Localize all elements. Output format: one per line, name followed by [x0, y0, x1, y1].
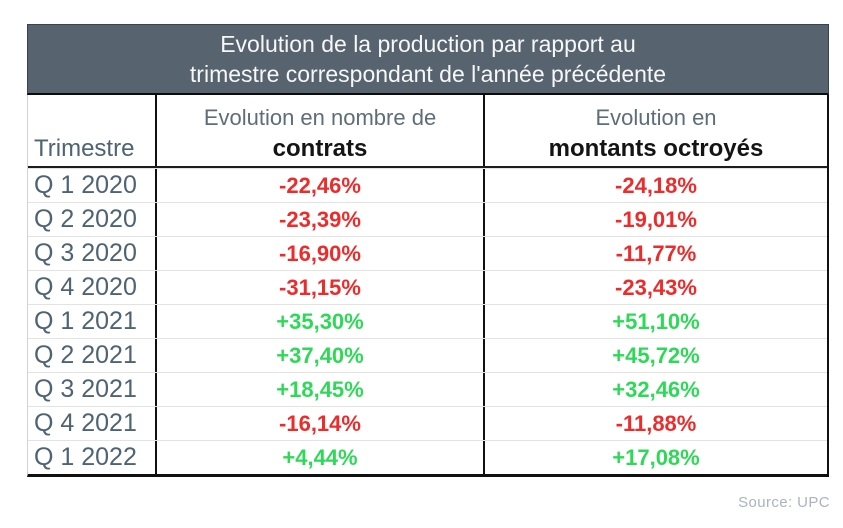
amounts-value: -11,88% — [483, 407, 827, 440]
contracts-value: +4,44% — [155, 441, 483, 474]
table-title-banner: Evolution de la production par rapport a… — [27, 24, 829, 95]
column-header-contracts: Evolution en nombre de contrats — [155, 95, 483, 166]
amounts-value: -19,01% — [483, 203, 827, 236]
column-header-contracts-line1: Evolution en nombre de — [203, 105, 437, 130]
quarter-label: Q 1 2021 — [34, 307, 137, 335]
contracts-value: +37,40% — [155, 339, 483, 372]
quarter-label: Q 4 2020 — [34, 273, 137, 301]
quarter-label: Q 1 2022 — [34, 443, 137, 471]
quarter-label: Q 2 2021 — [34, 341, 137, 369]
source-attribution: Source: UPC — [738, 494, 830, 511]
contracts-value: -22,46% — [155, 169, 483, 202]
table-row: Q 1 2020 -22,46% -24,18% — [28, 168, 827, 202]
column-header-amounts-line1: Evolution en — [595, 105, 717, 130]
quarter-label: Q 1 2020 — [34, 171, 137, 199]
quarter-label: Q 3 2020 — [34, 239, 137, 267]
amounts-value: +45,72% — [483, 339, 827, 372]
contracts-value: -31,15% — [155, 271, 483, 304]
table-title-line2: trimestre correspondant de l'année précé… — [189, 61, 667, 87]
column-header-row: Trimestre Evolution en nombre de contrat… — [28, 95, 827, 168]
table-row: Q 4 2021 -16,14% -11,88% — [28, 406, 827, 440]
column-header-contracts-line2: contrats — [272, 135, 368, 162]
contracts-value: -16,90% — [155, 237, 483, 270]
quarter-label: Q 3 2021 — [34, 375, 137, 403]
table-row: Q 2 2020 -23,39% -19,01% — [28, 202, 827, 236]
table-title-line1: Evolution de la production par rapport a… — [220, 31, 636, 57]
column-header-amounts-line2: montants octroyés — [548, 135, 764, 162]
table-row: Q 2 2021 +37,40% +45,72% — [28, 338, 827, 372]
contracts-value: +35,30% — [155, 305, 483, 338]
table-row: Q 1 2022 +4,44% +17,08% — [28, 440, 827, 474]
amounts-value: -11,77% — [483, 237, 827, 270]
quarter-label: Q 4 2021 — [34, 409, 137, 437]
quarter-label: Q 2 2020 — [34, 205, 137, 233]
table-row: Q 3 2021 +18,45% +32,46% — [28, 372, 827, 406]
amounts-value: -24,18% — [483, 169, 827, 202]
amounts-value: +17,08% — [483, 441, 827, 474]
table-row: Q 3 2020 -16,90% -11,77% — [28, 236, 827, 270]
amounts-value: -23,43% — [483, 271, 827, 304]
amounts-value: +32,46% — [483, 373, 827, 406]
amounts-value: +51,10% — [483, 305, 827, 338]
production-evolution-table: Evolution de la production par rapport a… — [27, 24, 829, 477]
table-row: Q 4 2020 -31,15% -23,43% — [28, 270, 827, 304]
contracts-value: -23,39% — [155, 203, 483, 236]
contracts-value: -16,14% — [155, 407, 483, 440]
column-header-amounts: Evolution en montants octroyés — [483, 95, 827, 166]
table-body: Trimestre Evolution en nombre de contrat… — [27, 95, 829, 477]
contracts-value: +18,45% — [155, 373, 483, 406]
table-row: Q 1 2021 +35,30% +51,10% — [28, 304, 827, 338]
column-header-trimestre: Trimestre — [34, 135, 135, 162]
